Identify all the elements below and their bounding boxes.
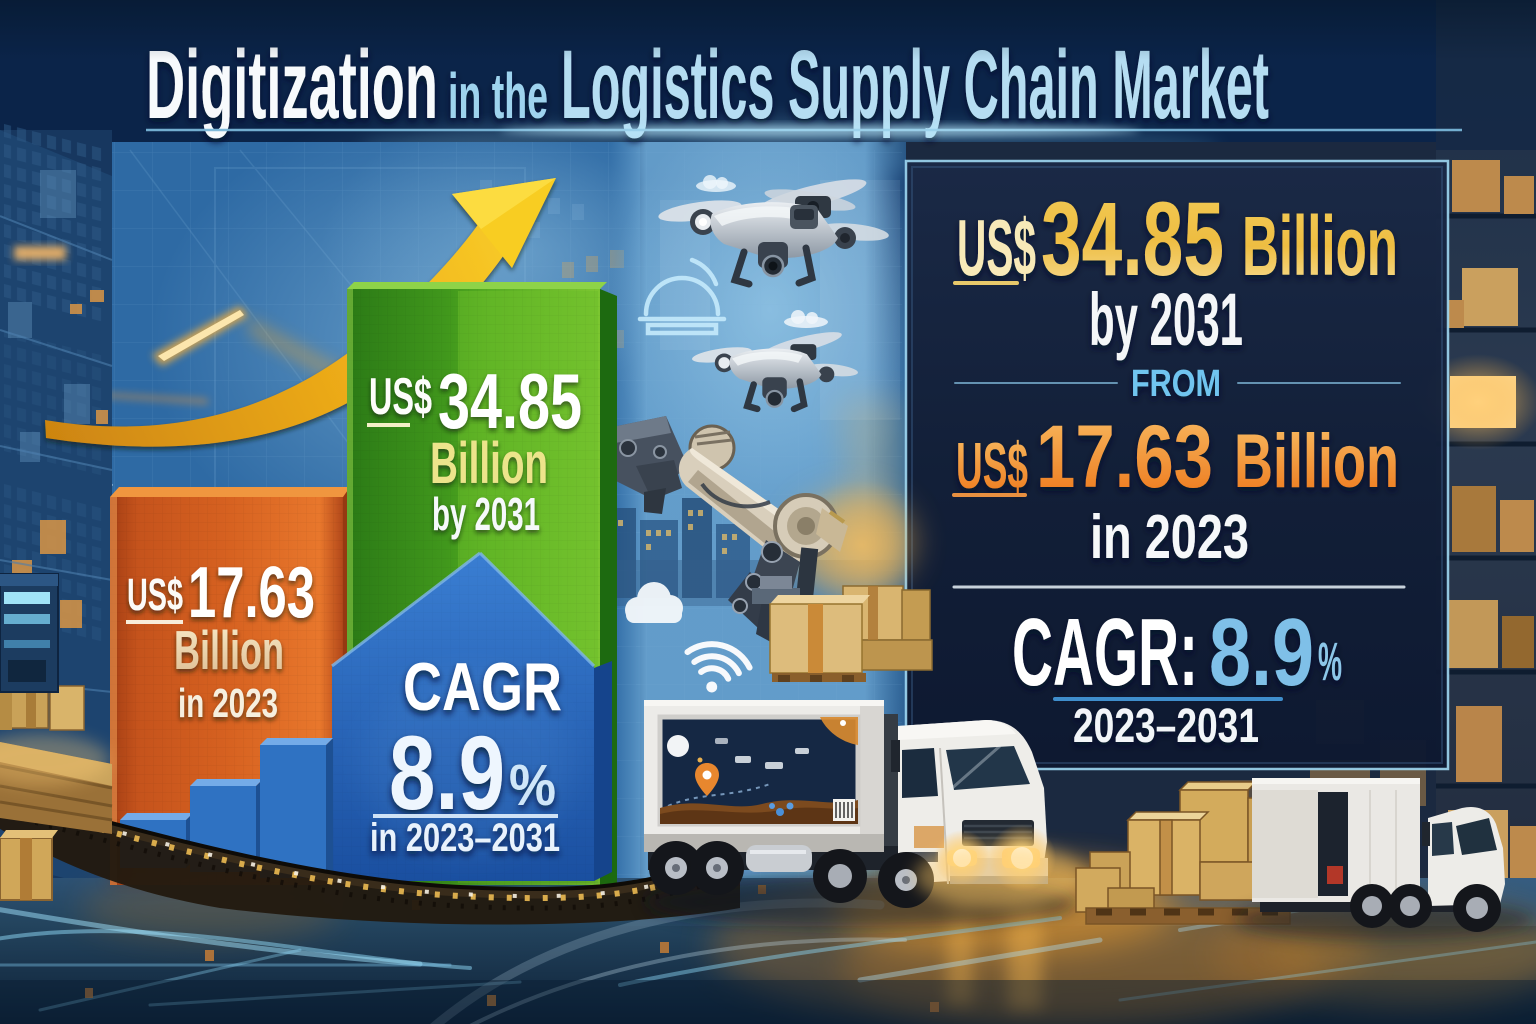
svg-text:8.9: 8.9 <box>1209 599 1314 706</box>
svg-text:2023–2031: 2023–2031 <box>1073 700 1259 753</box>
svg-text:%: % <box>1318 632 1342 692</box>
svg-text:34.85: 34.85 <box>1041 181 1224 298</box>
svg-text:34.85: 34.85 <box>438 357 582 445</box>
svg-text:in 2023: in 2023 <box>178 680 278 726</box>
svg-text:CAGR: CAGR <box>403 649 562 725</box>
svg-text:Billion: Billion <box>430 431 548 496</box>
svg-text:by 2031: by 2031 <box>1089 278 1243 361</box>
svg-text:in 2023: in 2023 <box>1090 503 1249 572</box>
svg-text:Billion: Billion <box>174 619 284 681</box>
svg-text:FROM: FROM <box>1131 363 1221 405</box>
svg-text:by 2031: by 2031 <box>432 488 540 540</box>
svg-text:US$: US$ <box>127 569 183 620</box>
svg-text:US$: US$ <box>957 203 1036 292</box>
svg-text:17.63: 17.63 <box>1036 406 1213 506</box>
svg-text:US$: US$ <box>956 429 1028 502</box>
svg-text:Billion: Billion <box>1234 419 1399 504</box>
svg-text:in the: in the <box>448 60 548 132</box>
svg-text:Billion: Billion <box>1242 199 1398 293</box>
svg-text:8.9: 8.9 <box>389 715 505 832</box>
svg-text:US$: US$ <box>369 368 432 426</box>
svg-text:in 2023–2031: in 2023–2031 <box>370 816 560 860</box>
svg-text:%: % <box>509 753 556 818</box>
svg-text:CAGR:: CAGR: <box>1012 599 1198 706</box>
svg-text:17.63: 17.63 <box>188 553 315 633</box>
